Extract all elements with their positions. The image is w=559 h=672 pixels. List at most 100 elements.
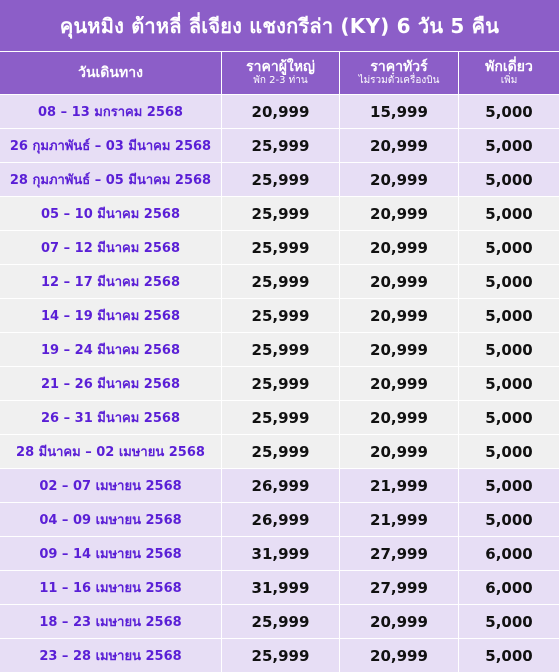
cell-single-supplement: 5,000 [458, 197, 559, 230]
cell-tour-price: 27,999 [339, 571, 458, 604]
cell-single-supplement: 5,000 [458, 231, 559, 264]
header-single-sublabel: เพิ่ม [500, 75, 518, 86]
cell-tour-price: 20,999 [339, 639, 458, 672]
header-date: วันเดินทาง [0, 52, 221, 94]
cell-adult-price: 31,999 [221, 571, 339, 604]
cell-adult-price: 25,999 [221, 435, 339, 468]
cell-tour-price: 21,999 [339, 469, 458, 502]
cell-single-supplement: 6,000 [458, 537, 559, 570]
cell-adult-price: 25,999 [221, 367, 339, 400]
table-row: 02 – 07 เมษายน 2568 26,999 21,999 5,000 [0, 468, 559, 502]
cell-single-supplement: 6,000 [458, 571, 559, 604]
cell-adult-price: 25,999 [221, 333, 339, 366]
cell-single-supplement: 5,000 [458, 435, 559, 468]
cell-date: 02 – 07 เมษายน 2568 [39, 479, 182, 494]
table-body: 08 – 13 มกราคม 2568 20,999 15,999 5,000 26 ก… [0, 94, 559, 672]
cell-date: 04 – 09 เมษายน 2568 [39, 513, 182, 528]
header-adult-label: ราคาผู้ใหญ่ [246, 59, 315, 75]
table-row: 19 – 24 มีนาคม 2568 25,999 20,999 5,000 [0, 332, 559, 366]
cell-adult-price: 25,999 [221, 163, 339, 196]
cell-single-supplement: 5,000 [458, 299, 559, 332]
header-tour-label: ราคาทัวร์ [370, 59, 428, 75]
cell-tour-price: 20,999 [339, 605, 458, 638]
cell-adult-price: 25,999 [221, 401, 339, 434]
table-row: 05 – 10 มีนาคม 2568 25,999 20,999 5,000 [0, 196, 559, 230]
cell-adult-price: 20,999 [221, 95, 339, 128]
cell-tour-price: 21,999 [339, 503, 458, 536]
cell-adult-price: 25,999 [221, 129, 339, 162]
cell-date: 26 กุมภาพันธ์ – 03 มีนาคม 2568 [9, 139, 212, 154]
table-header: วันเดินทาง ราคาผู้ใหญ่ พัก 2-3 ท่าน ราคา… [0, 51, 559, 94]
table-row: 04 – 09 เมษายน 2568 26,999 21,999 5,000 [0, 502, 559, 536]
table-row: 08 – 13 มกราคม 2568 20,999 15,999 5,000 [0, 94, 559, 128]
cell-tour-price: 20,999 [339, 163, 458, 196]
cell-date: 26 – 31 มีนาคม 2568 [41, 411, 180, 426]
header-single-label: พักเดี่ยว [485, 59, 533, 75]
cell-single-supplement: 5,000 [458, 367, 559, 400]
header-date-label: วันเดินทาง [78, 64, 143, 81]
cell-single-supplement: 5,000 [458, 129, 559, 162]
cell-tour-price: 27,999 [339, 537, 458, 570]
cell-tour-price: 20,999 [339, 129, 458, 162]
header-adult: ราคาผู้ใหญ่ พัก 2-3 ท่าน [221, 52, 339, 94]
cell-single-supplement: 5,000 [458, 163, 559, 196]
cell-single-supplement: 5,000 [458, 639, 559, 672]
cell-single-supplement: 5,000 [458, 401, 559, 434]
cell-single-supplement: 5,000 [458, 265, 559, 298]
cell-single-supplement: 5,000 [458, 469, 559, 502]
cell-tour-price: 20,999 [339, 299, 458, 332]
cell-single-supplement: 5,000 [458, 333, 559, 366]
cell-date: 21 – 26 มีนาคม 2568 [41, 377, 180, 392]
cell-adult-price: 31,999 [221, 537, 339, 570]
header-adult-sublabel: พัก 2-3 ท่าน [253, 75, 308, 86]
cell-adult-price: 25,999 [221, 265, 339, 298]
cell-date: 14 – 19 มีนาคม 2568 [41, 309, 180, 324]
cell-date: 11 – 16 เมษายน 2568 [39, 581, 182, 596]
cell-date: 12 – 17 มีนาคม 2568 [41, 275, 180, 290]
cell-adult-price: 26,999 [221, 469, 339, 502]
cell-adult-price: 25,999 [221, 197, 339, 230]
table-title: คุนหมิง ต้าหลี่ ลี่เจียง แชงกรีล่า (KY) … [0, 0, 559, 51]
header-tour: ราคาทัวร์ ไม่รวมตั๋วเครื่องบิน [339, 52, 458, 94]
table-row: 11 – 16 เมษายน 2568 31,999 27,999 6,000 [0, 570, 559, 604]
cell-adult-price: 26,999 [221, 503, 339, 536]
table-row: 26 กุมภาพันธ์ – 03 มีนาคม 2568 25,999 20,9… [0, 128, 559, 162]
cell-tour-price: 20,999 [339, 367, 458, 400]
cell-tour-price: 15,999 [339, 95, 458, 128]
table-row: 12 – 17 มีนาคม 2568 25,999 20,999 5,000 [0, 264, 559, 298]
cell-date: 18 – 23 เมษายน 2568 [39, 615, 182, 630]
cell-single-supplement: 5,000 [458, 503, 559, 536]
cell-tour-price: 20,999 [339, 265, 458, 298]
table-row: 21 – 26 มีนาคม 2568 25,999 20,999 5,000 [0, 366, 559, 400]
cell-adult-price: 25,999 [221, 639, 339, 672]
cell-adult-price: 25,999 [221, 299, 339, 332]
table-row: 18 – 23 เมษายน 2568 25,999 20,999 5,000 [0, 604, 559, 638]
cell-date: 28 กุมภาพันธ์ – 05 มีนาคม 2568 [9, 173, 212, 188]
cell-date: 23 – 28 เมษายน 2568 [39, 649, 182, 664]
table-row: 09 – 14 เมษายน 2568 31,999 27,999 6,000 [0, 536, 559, 570]
table-row: 28 กุมภาพันธ์ – 05 มีนาคม 2568 25,999 20,9… [0, 162, 559, 196]
cell-date: 09 – 14 เมษายน 2568 [39, 547, 182, 562]
cell-date: 07 – 12 มีนาคม 2568 [41, 241, 180, 256]
table-row: 14 – 19 มีนาคม 2568 25,999 20,999 5,000 [0, 298, 559, 332]
cell-tour-price: 20,999 [339, 435, 458, 468]
table-row: 26 – 31 มีนาคม 2568 25,999 20,999 5,000 [0, 400, 559, 434]
cell-single-supplement: 5,000 [458, 95, 559, 128]
cell-date: 28 มีนาคม – 02 เมษายน 2568 [16, 445, 205, 460]
header-tour-sublabel: ไม่รวมตั๋วเครื่องบิน [358, 75, 440, 86]
cell-date: 19 – 24 มีนาคม 2568 [41, 343, 180, 358]
cell-single-supplement: 5,000 [458, 605, 559, 638]
table-row: 23 – 28 เมษายน 2568 25,999 20,999 5,000 [0, 638, 559, 672]
table-row: 28 มีนาคม – 02 เมษายน 2568 25,999 20,999 5,… [0, 434, 559, 468]
cell-adult-price: 25,999 [221, 605, 339, 638]
cell-date: 05 – 10 มีนาคม 2568 [41, 207, 180, 222]
cell-tour-price: 20,999 [339, 231, 458, 264]
table-row: 07 – 12 มีนาคม 2568 25,999 20,999 5,000 [0, 230, 559, 264]
cell-adult-price: 25,999 [221, 231, 339, 264]
cell-date: 08 – 13 มกราคม 2568 [38, 105, 183, 120]
header-single: พักเดี่ยว เพิ่ม [458, 52, 559, 94]
cell-tour-price: 20,999 [339, 333, 458, 366]
cell-tour-price: 20,999 [339, 197, 458, 230]
cell-tour-price: 20,999 [339, 401, 458, 434]
